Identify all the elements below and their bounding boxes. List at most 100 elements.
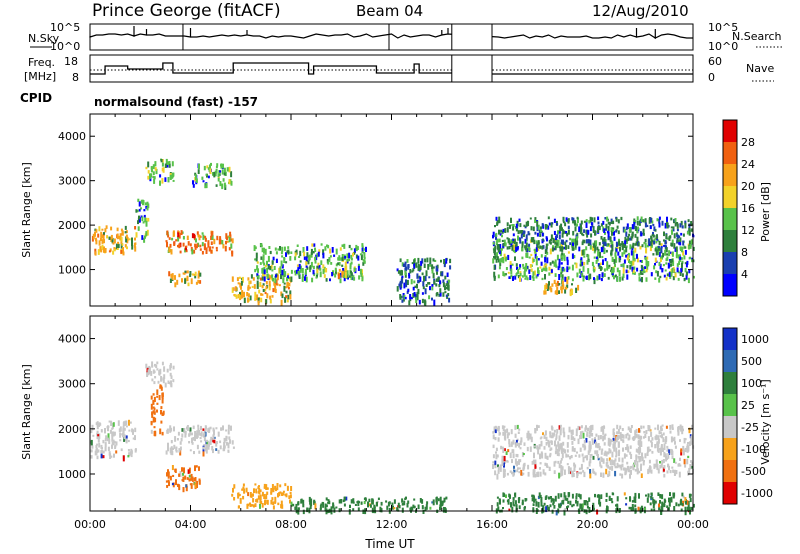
echo-cell [537,425,540,428]
echo-cell [501,460,504,466]
echo-cell [283,285,286,292]
echo-cell [316,253,319,258]
echo-cell [510,502,512,508]
echo-cell [544,472,547,476]
echo-cell [242,483,245,487]
echo-cell [331,272,334,277]
echo-cell [528,256,531,259]
echo-cell [202,450,205,457]
echo-cell [288,283,291,287]
echo-cell [618,457,621,462]
echo-cell [264,500,266,506]
echo-cell [314,247,316,251]
echo-cell [584,446,587,450]
echo-cell [422,510,425,514]
echo-cell [562,497,565,502]
echo-cell [635,448,638,453]
echo-cell [516,220,519,227]
echo-cell [219,170,222,173]
echo-cell [640,506,643,513]
echo-cell [514,256,516,261]
echo-cell [562,266,565,272]
echo-cell [438,293,441,297]
echo-cell [525,221,528,227]
echo-cell [688,427,691,434]
echo-cell [687,455,690,459]
echo-cell [585,219,588,223]
echo-cell [603,434,606,440]
echo-cell [147,217,150,222]
echo-cell [123,436,126,442]
echo-cell [156,361,159,365]
echo-cell [611,245,614,252]
echo-cell [420,260,423,266]
echo-cell [265,281,268,285]
echo-cell [521,499,524,505]
echo-cell [401,502,404,506]
echo-cell [569,242,572,245]
echo-cell [637,434,640,440]
echo-cell [531,497,534,502]
echo-cell [627,426,630,431]
echo-cell [567,251,570,254]
echo-cell [256,280,259,284]
echo-cell [612,430,615,435]
echo-cell [262,283,265,286]
echo-cell [500,248,503,251]
echo-cell [681,503,684,506]
echo-cell [676,222,679,225]
echo-cell [185,249,188,253]
echo-cell [534,473,537,478]
echo-cell [187,241,190,246]
echo-cell [335,248,338,255]
echo-cell [542,469,545,475]
echo-cell [294,256,297,261]
echo-cell [179,250,182,254]
echo-cell [195,246,198,249]
echo-cell [677,234,680,239]
echo-cell [534,498,537,501]
echo-cell [567,505,570,508]
echo-cell [255,499,258,503]
echo-cell [439,502,442,509]
echo-cell [96,443,99,446]
echo-cell [405,266,408,272]
echo-cell [167,447,169,452]
echo-cell [348,508,351,515]
echo-cell [339,247,342,251]
colorbar-tick-label: -100 [741,443,766,456]
echo-cell [495,447,498,452]
echo-cell [585,239,588,244]
echo-cell [620,438,623,442]
echo-cell [97,249,100,255]
echo-cell [210,250,213,254]
echo-cell [90,455,93,459]
echo-cell [171,237,174,241]
echo-cell [439,496,442,503]
echo-cell [203,436,206,442]
echo-cell [198,234,201,241]
echo-cell [527,437,530,441]
echo-cell [189,243,192,247]
echo-cell [401,507,404,513]
echo-cell [279,266,282,272]
time-tick-label: 04:00 [175,518,207,531]
echo-cell [675,470,678,475]
echo-cell [585,500,588,503]
echo-cell [287,287,290,290]
echo-cell [415,297,418,303]
echo-cell [196,444,199,450]
echo-cell [544,224,547,230]
echo-cell [674,247,677,252]
echo-cell [554,495,557,502]
echo-cell [632,507,635,511]
echo-cell [341,256,344,261]
echo-cell [194,431,197,437]
echo-cell [657,449,660,453]
echo-cell [312,265,315,269]
echo-cell [150,173,153,178]
echo-cell [562,441,565,446]
echo-cell [424,506,427,511]
echo-cell [406,290,409,294]
echo-cell [600,494,603,499]
